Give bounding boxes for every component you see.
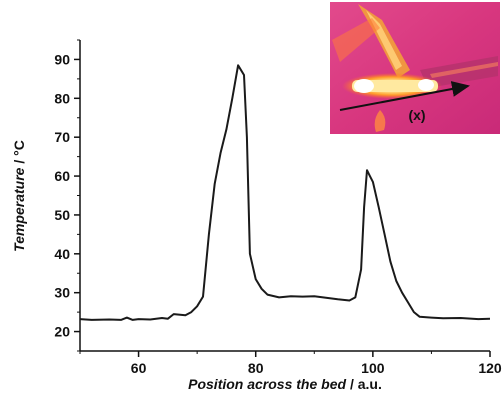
thermal-reactor-tube — [352, 80, 438, 92]
x-axis-label: Position across the bed / a.u. — [188, 376, 382, 392]
y-tick-label: 50 — [54, 207, 70, 223]
y-axis-label-unit: / °C — [11, 140, 27, 167]
x-tick-label: 80 — [248, 360, 264, 376]
y-tick-label: 60 — [54, 168, 70, 184]
x-tick-label: 60 — [131, 360, 147, 376]
thermal-left-glow — [332, 18, 380, 62]
y-tick-label: 70 — [54, 129, 70, 145]
thermal-camera-inset: (x) — [330, 2, 500, 134]
y-tick-label: 90 — [54, 51, 70, 67]
thermal-hotspot-right — [418, 79, 434, 91]
scan-direction-arrow — [339, 81, 470, 111]
y-tick-label: 80 — [54, 90, 70, 106]
y-axis-label: Temperature / °C — [11, 140, 27, 252]
x-ticks: 60 80 100 120 — [79, 351, 502, 376]
thermal-hotspot-left — [354, 79, 374, 93]
y-ticks: 20 30 40 50 60 70 80 90 — [54, 39, 80, 352]
temperature-series-line — [79, 64, 491, 321]
x-axis-label-unit: / a.u. — [346, 376, 382, 392]
scan-direction-label: (x) — [408, 107, 425, 123]
y-axis-label-main: Temperature — [11, 167, 27, 252]
x-tick-label: 100 — [361, 360, 385, 376]
thermal-bottom-blob — [374, 110, 386, 132]
y-tick-label: 40 — [54, 246, 70, 262]
y-tick-label: 20 — [54, 324, 70, 340]
y-tick-label: 30 — [54, 285, 70, 301]
x-axis-label-main: Position across the bed — [188, 376, 346, 392]
thermal-right-tube-edge — [430, 62, 498, 78]
x-tick-label: 120 — [478, 360, 502, 376]
